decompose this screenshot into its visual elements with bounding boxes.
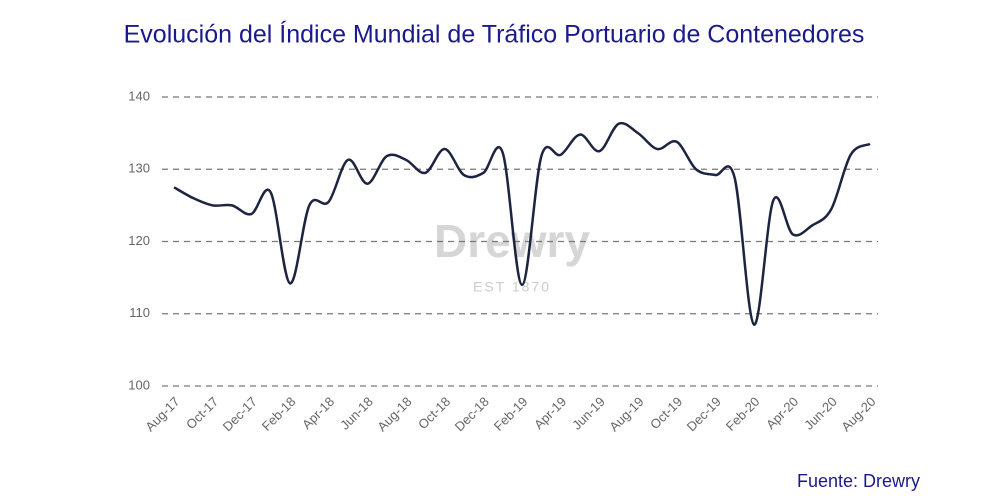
x-tick-label: Oct-19 — [647, 394, 685, 432]
data-line — [173, 121, 871, 326]
x-tick-label: Dec-19 — [684, 394, 724, 434]
y-tick-label: 110 — [129, 305, 150, 320]
x-tick-label: Dec-17 — [220, 394, 260, 434]
x-tick-label: Jun-18 — [337, 394, 376, 433]
x-tick-label: Aug-17 — [142, 394, 182, 434]
x-tick-label: Feb-19 — [491, 394, 531, 434]
x-tick-label: Aug-19 — [606, 394, 646, 434]
x-tick-label: Aug-18 — [374, 394, 414, 434]
x-tick-label: Oct-18 — [415, 394, 453, 432]
x-tick-label: Jun-20 — [801, 394, 840, 433]
source: Fuente: Drewry — [797, 471, 920, 491]
y-tick-label: 100 — [128, 377, 150, 392]
x-tick-label: Apr-19 — [531, 394, 569, 432]
y-tick-label: 140 — [128, 88, 150, 103]
x-tick-label: Apr-18 — [299, 394, 337, 432]
x-tick-label: Apr-20 — [763, 394, 801, 432]
watermark-tagline: EST 1870 — [473, 279, 551, 295]
y-tick-label: 130 — [128, 161, 150, 176]
chart-title: Evolución del Índice Mundial de Tráfico … — [124, 20, 865, 49]
x-tick-label: Dec-18 — [452, 394, 492, 434]
x-tick-label: Aug-20 — [838, 394, 878, 434]
x-tick-label: Jun-19 — [569, 394, 608, 433]
x-tick-label: Feb-20 — [723, 394, 763, 434]
y-tick-label: 120 — [128, 233, 150, 248]
x-tick-label: Feb-18 — [259, 394, 299, 434]
x-tick-label: Oct-17 — [183, 394, 221, 432]
